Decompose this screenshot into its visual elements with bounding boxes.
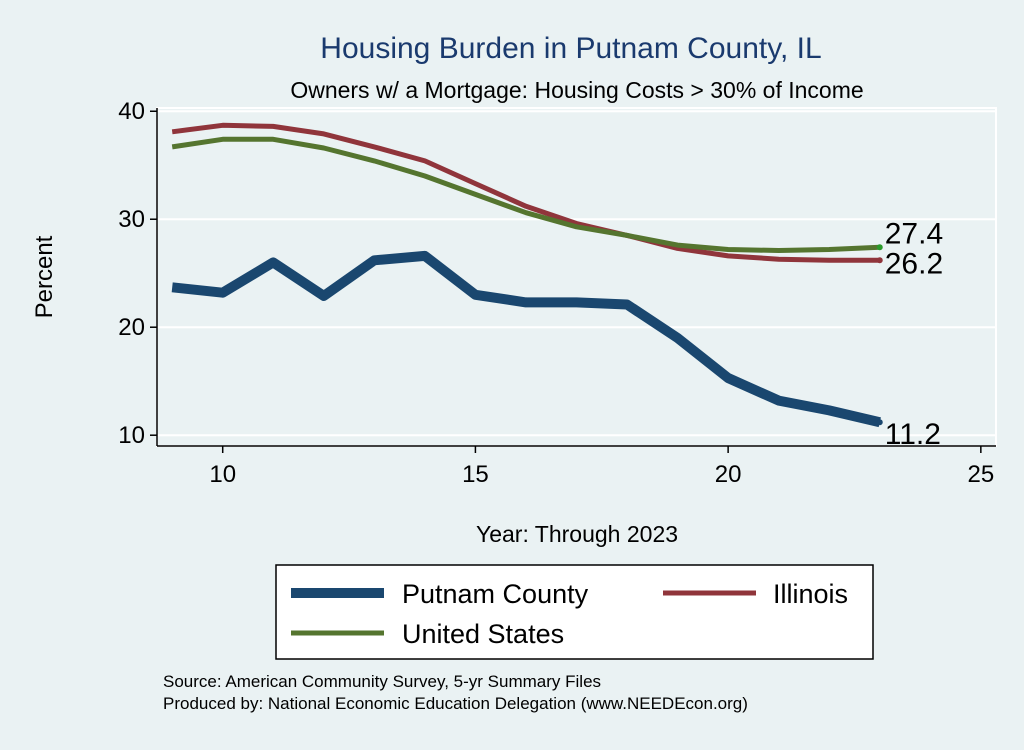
end-marker-united-states: [876, 244, 883, 251]
y-tick-label-40: 40: [118, 98, 145, 125]
legend-label-illinois: Illinois: [773, 579, 848, 609]
series-line-putnam-county: [171, 250, 881, 428]
end-labels: 11.2 26.227.4: [885, 217, 943, 451]
y-tick-label-10: 10: [118, 422, 145, 449]
end-label-putnam-county: 11.2: [885, 418, 941, 451]
y-tick-label-20: 20: [118, 314, 145, 341]
plot-area: [156, 107, 997, 447]
chart-subtitle: Owners w/ a Mortgage: Housing Costs > 30…: [290, 77, 863, 103]
end-marker-illinois: [876, 257, 883, 264]
y-ticks: 10 20 30 40: [118, 98, 157, 449]
y-axis-label: Percent: [31, 235, 58, 318]
series-lines: [171, 122, 883, 428]
x-axis-label: Year: Through 2023: [476, 521, 678, 547]
series-line-united-states: [171, 136, 880, 253]
end-label-united-states: 27.4: [885, 217, 943, 250]
end-label-illinois: 26.2: [885, 247, 943, 280]
legend-box: [275, 564, 874, 660]
x-tick-label-25: 25: [967, 461, 994, 488]
axes: [156, 108, 996, 447]
x-ticks: 10 15 20 25: [209, 446, 994, 488]
x-tick-label-20: 20: [715, 461, 742, 488]
chart-title: Housing Burden in Putnam County, IL: [320, 32, 821, 65]
series-line-illinois: [171, 122, 880, 263]
y-tick-label-30: 30: [118, 206, 145, 233]
gridlines: [157, 110, 996, 437]
legend-label-united-states: United States: [402, 619, 564, 649]
x-tick-label-10: 10: [209, 461, 236, 488]
legend: Putnam County Illinois United States: [275, 564, 874, 660]
legend-label-putnam-county: Putnam County: [402, 579, 589, 609]
end-marker-putnam-county: [876, 419, 883, 426]
source-line-1: Source: American Community Survey, 5-yr …: [163, 672, 601, 691]
x-tick-label-15: 15: [462, 461, 489, 488]
source-line-2: Produced by: National Economic Education…: [163, 694, 748, 713]
